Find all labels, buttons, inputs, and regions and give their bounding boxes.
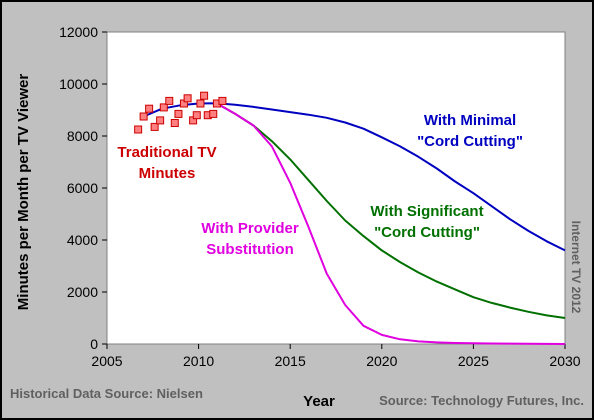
source-right: Source: Technology Futures, Inc. — [379, 393, 584, 408]
historical-markers — [134, 91, 227, 134]
historical-point — [218, 96, 227, 105]
historical-point — [192, 111, 201, 120]
y-tick-label: 4000 — [67, 232, 98, 248]
historical-point — [139, 112, 148, 121]
historical-point — [209, 109, 218, 118]
x-tick-label: 2020 — [366, 353, 397, 369]
y-axis-title: Minutes per Month per TV Viewer — [15, 74, 32, 311]
annotation-historical-line2: Minutes — [139, 165, 196, 182]
y-tick-label: 0 — [90, 336, 98, 352]
historical-point — [196, 99, 205, 108]
annotation-historical-line1: Traditional TV — [117, 144, 216, 161]
y-tick-label: 6000 — [67, 180, 98, 196]
y-tick-label: 12000 — [59, 24, 98, 40]
x-tick-label: 2015 — [275, 353, 306, 369]
y-tick-label: 8000 — [67, 128, 98, 144]
x-axis: 2005 2010 2015 2020 2025 2030 — [91, 344, 581, 369]
annotation-provider-line2: Substitution — [206, 241, 293, 258]
watermark-label: Internet TV 2012 — [569, 221, 583, 314]
annotation-minimal-line2: "Cord Cutting" — [417, 133, 523, 150]
historical-point — [159, 103, 168, 112]
historical-point — [145, 104, 154, 113]
y-tick-label: 2000 — [67, 284, 98, 300]
annotation-minimal-line1: With Minimal — [424, 112, 516, 129]
historical-point — [156, 116, 165, 125]
x-tick-label: 2025 — [458, 353, 489, 369]
y-tick-label: 10000 — [59, 76, 98, 92]
annotation-significant-line1: With Significant — [370, 203, 483, 220]
x-axis-title: Year — [303, 393, 335, 410]
historical-point — [174, 109, 183, 118]
source-left: Historical Data Source: Nielsen — [10, 386, 203, 401]
historical-point — [200, 91, 209, 100]
historical-point — [134, 125, 143, 134]
plot-area — [106, 31, 566, 345]
historical-point — [150, 122, 159, 131]
y-axis: 0 2000 4000 6000 8000 10000 12000 — [59, 24, 107, 352]
historical-point — [170, 119, 179, 127]
annotation-significant-line2: "Cord Cutting" — [374, 224, 480, 241]
series-line-provider — [216, 102, 566, 345]
annotation-provider-line1: With Provider — [201, 220, 299, 237]
x-tick-label: 2005 — [91, 353, 122, 369]
series-line-significant — [216, 102, 566, 319]
x-tick-label: 2030 — [549, 353, 580, 369]
historical-point — [183, 94, 192, 103]
historical-point — [165, 96, 174, 105]
x-tick-label: 2010 — [183, 353, 214, 369]
